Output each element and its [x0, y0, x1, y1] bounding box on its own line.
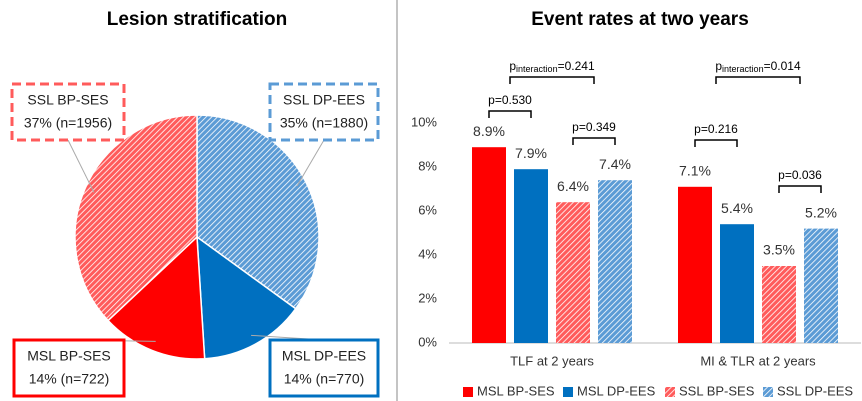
bracket [572, 137, 616, 145]
slice-label: 35% (n=1880) [280, 115, 368, 131]
p-value: p=0.036 [778, 168, 822, 182]
legend-swatch [665, 387, 675, 397]
bracket [694, 139, 738, 147]
y-tick-label: 10% [411, 114, 437, 129]
bar [762, 266, 796, 343]
p-suffix: =0.241 [558, 59, 595, 73]
y-tick-label: 0% [418, 334, 437, 349]
leader-line [296, 139, 325, 187]
data-label: 5.4% [721, 200, 753, 216]
bar [720, 224, 754, 343]
slice-label: 37% (n=1956) [24, 115, 112, 131]
p-interaction: pinteraction=0.241 [509, 59, 595, 74]
pie-slice [196, 235, 297, 360]
slice-name: MSL DP-EES [282, 348, 366, 364]
p-suffix: =0.014 [764, 59, 801, 73]
bar [678, 186, 712, 343]
x-tick-label: TLF at 2 years [510, 353, 594, 368]
data-label: 3.5% [763, 242, 795, 258]
bracket [715, 76, 801, 84]
p-value: p=0.530 [488, 93, 532, 107]
slice-label: 14% (n=770) [284, 371, 365, 387]
p-subscript: interaction [516, 64, 558, 74]
legend-label: SSL DP-EES [777, 383, 853, 398]
legend-swatch [563, 387, 573, 397]
pie-slice [107, 235, 206, 360]
p-interaction: pinteraction=0.014 [715, 59, 801, 74]
label-box [10, 82, 126, 142]
bracket [488, 110, 532, 118]
slice-label: 14% (n=722) [29, 371, 110, 387]
bar [472, 147, 506, 343]
y-tick-label: 8% [418, 158, 437, 173]
slice-name: SSL BP-SES [27, 92, 108, 108]
label-box [12, 338, 126, 398]
bar [598, 180, 632, 343]
slice-name: SSL DP-EES [283, 92, 365, 108]
bracket [509, 76, 595, 84]
data-label: 5.2% [805, 204, 837, 220]
legend-swatch [463, 387, 473, 397]
bar [804, 228, 838, 343]
legend-label: MSL DP-EES [577, 383, 656, 398]
data-label: 6.4% [557, 178, 589, 194]
bar [514, 169, 548, 343]
y-tick-label: 4% [418, 246, 437, 261]
legend-swatch [763, 387, 773, 397]
leader-line [67, 139, 95, 193]
label-box [268, 82, 380, 142]
label-box [268, 338, 380, 398]
bar [556, 202, 590, 343]
legend-label: SSL BP-SES [679, 383, 755, 398]
x-tick-label: MI & TLR at 2 years [700, 353, 816, 368]
data-label: 7.9% [515, 145, 547, 161]
p-subscript: interaction [722, 64, 764, 74]
pie-title: Lesion stratification [107, 9, 288, 30]
data-label: 8.9% [473, 123, 505, 139]
p-value: p=0.216 [694, 122, 738, 136]
data-label: 7.1% [679, 163, 711, 179]
bracket [778, 185, 822, 193]
slice-name: MSL BP-SES [27, 348, 111, 364]
p-prefix: p [509, 59, 516, 73]
p-prefix: p [715, 59, 722, 73]
pie-slice [196, 114, 320, 310]
bar-title: Event rates at two years [531, 9, 749, 30]
y-tick-label: 2% [418, 290, 437, 305]
p-value: p=0.349 [572, 120, 616, 134]
pie-slice [74, 114, 198, 322]
data-label: 7.4% [599, 156, 631, 172]
legend-label: MSL BP-SES [477, 383, 555, 398]
y-tick-label: 6% [418, 202, 437, 217]
